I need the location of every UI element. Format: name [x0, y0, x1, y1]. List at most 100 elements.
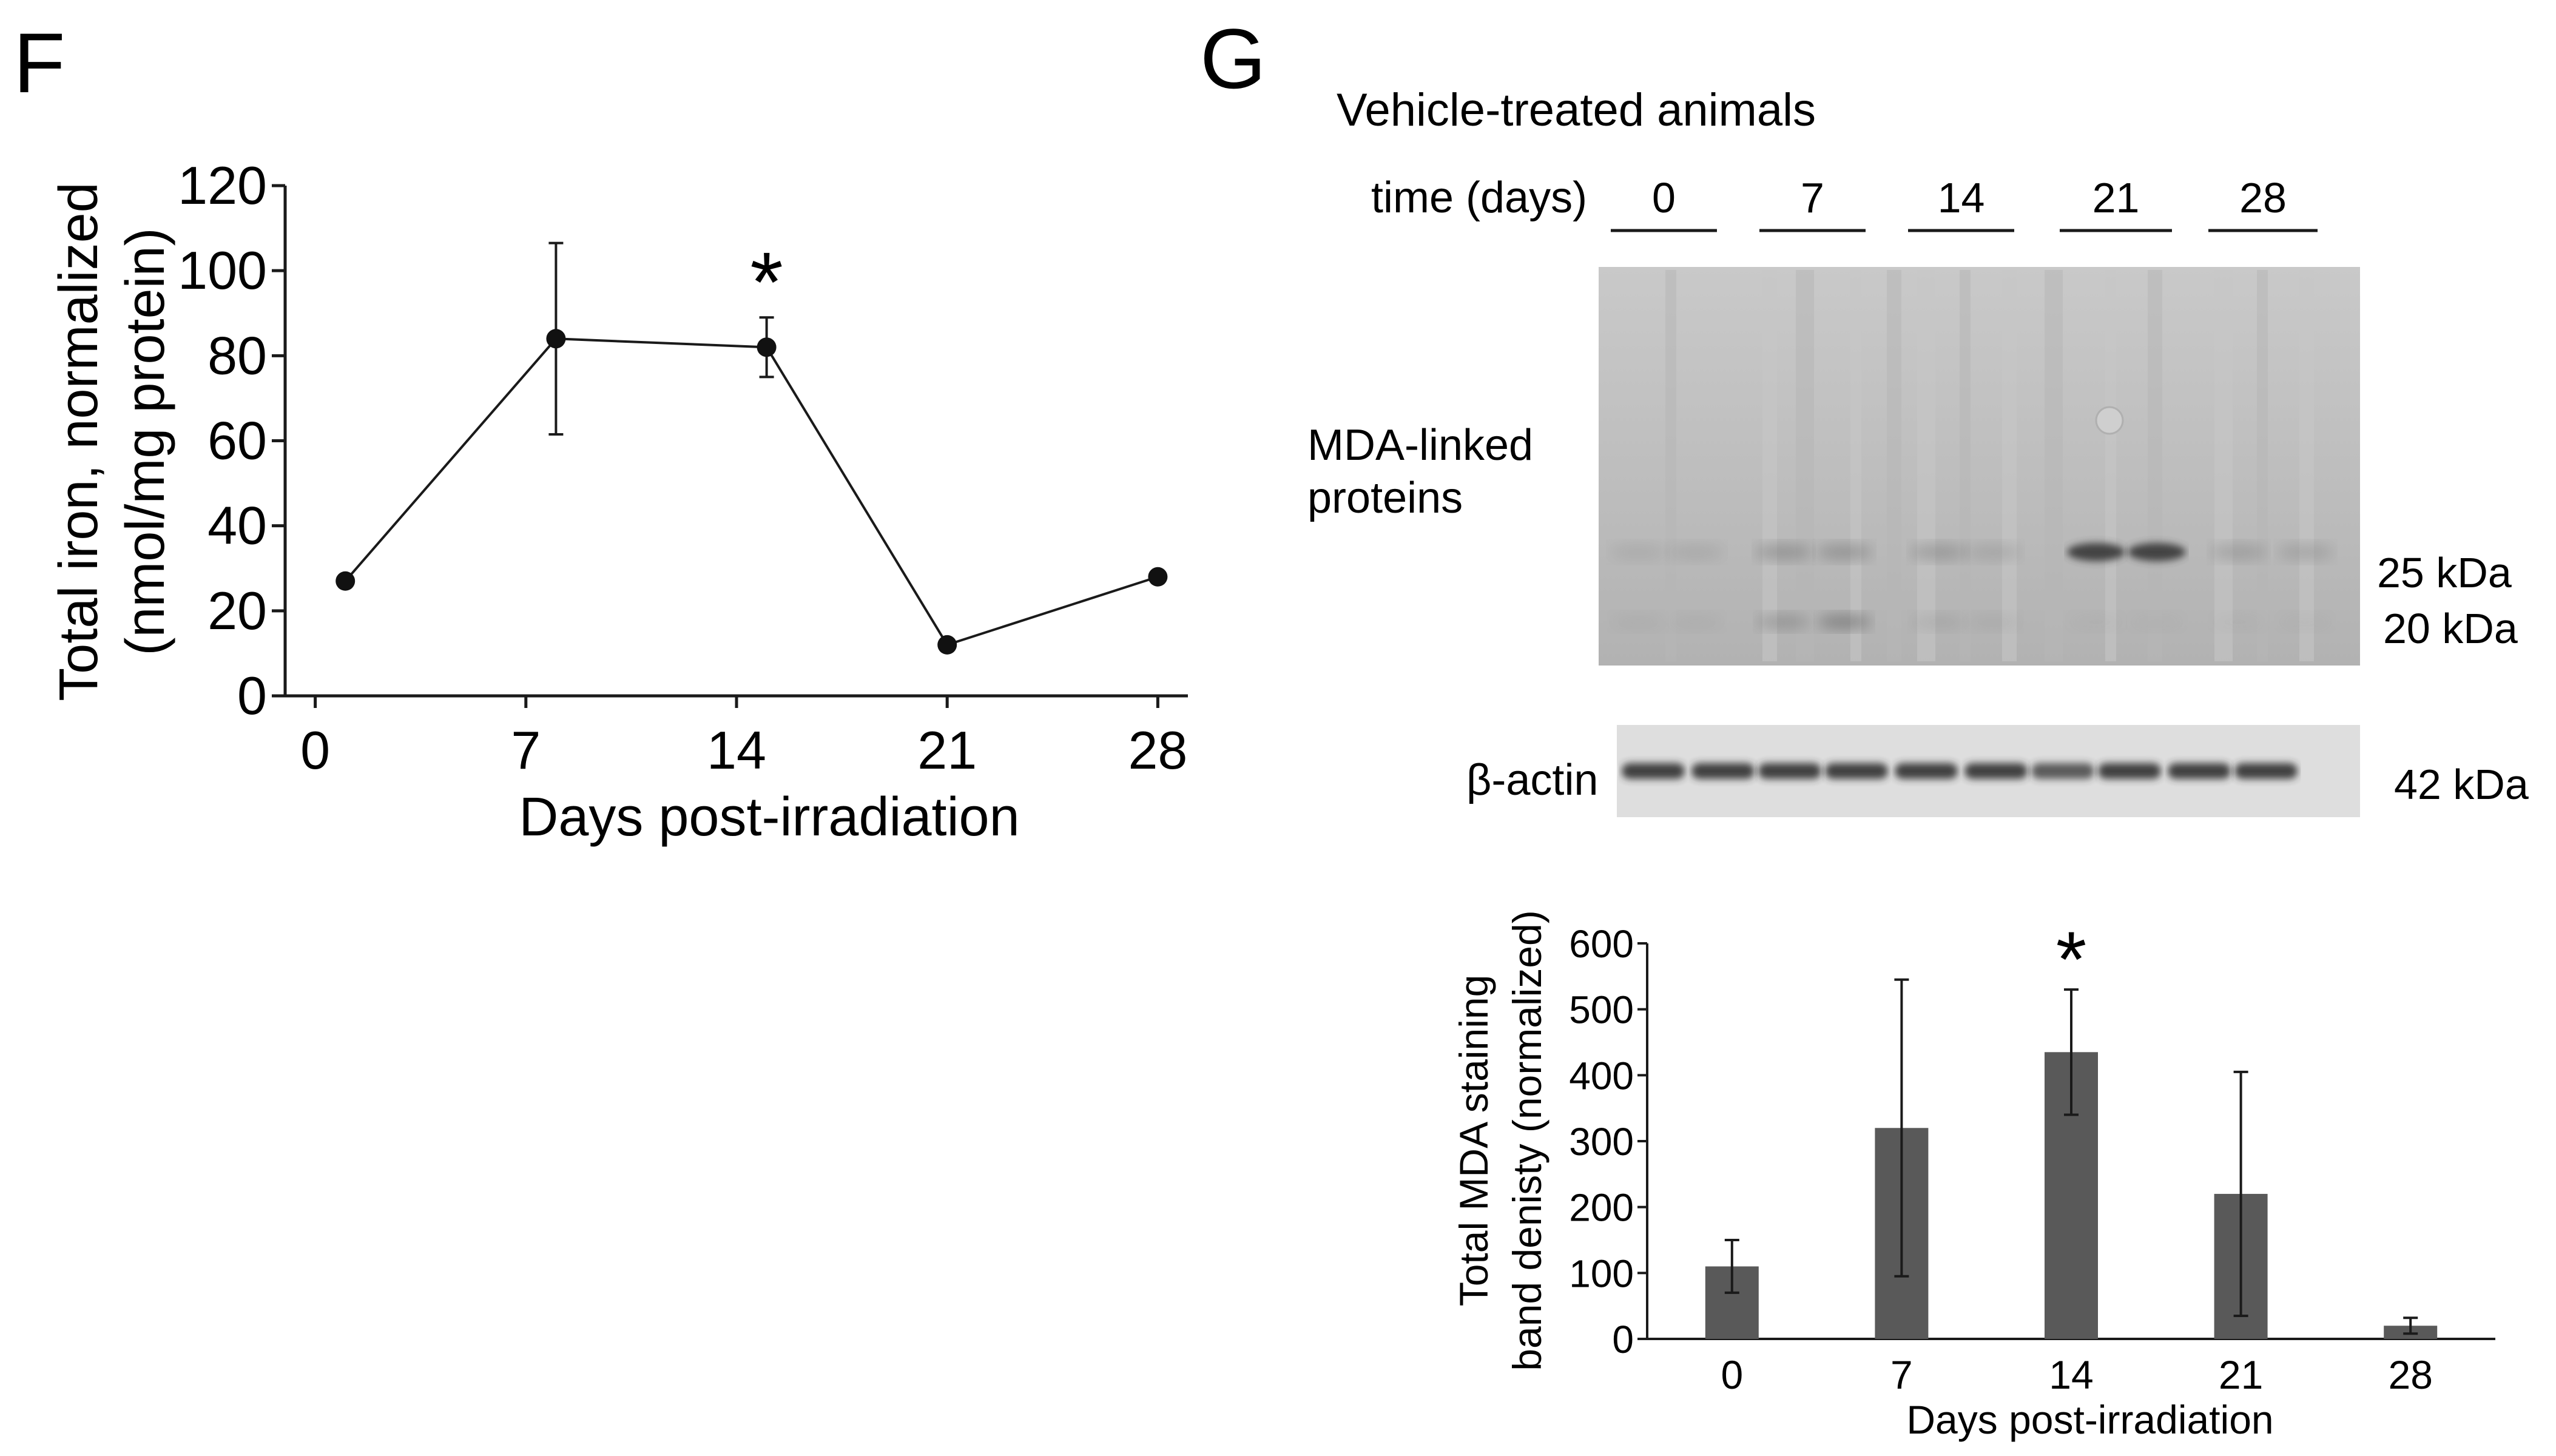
series-segment [946, 575, 1159, 646]
data-point [336, 571, 356, 591]
actin-band [1895, 763, 1958, 779]
time-point-label: 28 [2239, 174, 2287, 221]
band-25kda [2276, 545, 2335, 559]
y-tick-label: 20 [207, 581, 267, 641]
x-tick-label: 0 [300, 720, 330, 780]
lane-streaks [1665, 270, 2314, 661]
y-tick-label: 100 [1569, 1252, 1634, 1295]
band-25kda [2210, 545, 2268, 559]
actin-band [2031, 763, 2094, 779]
x-axis-label: Days post-irradiation [1906, 1397, 2273, 1442]
lane-streak [2148, 270, 2162, 661]
y-tick-label: 200 [1569, 1186, 1634, 1230]
mda-membrane [1599, 267, 2360, 666]
time-groups: 0 7 14 21 28 [1611, 174, 2318, 232]
y-tick-label: 400 [1569, 1054, 1634, 1097]
lane-streak [1960, 270, 1971, 661]
y-axis-label-units: band denisty (normalized) [1505, 910, 1549, 1370]
actin-band [1691, 763, 1755, 779]
actin-label: β-actin [1466, 756, 1598, 804]
y-axis-label: Total MDA staining [1451, 975, 1496, 1307]
panel-f-label: F [13, 15, 66, 110]
x-tick-label: 21 [917, 720, 977, 780]
mda-bands [1609, 543, 2335, 628]
mda-label-line1: MDA-linked [1307, 421, 1533, 470]
band-25kda [1815, 545, 1873, 559]
y-ticks: 0 100 200 300 400 500 600 [1569, 922, 1647, 1361]
band-25kda [1964, 545, 2022, 559]
lane-streak [2257, 270, 2268, 661]
actin-band [1964, 763, 2028, 779]
band-25kda [1755, 545, 1813, 559]
band-20kda [1668, 616, 1724, 628]
series-lines [344, 337, 1159, 646]
band-20kda [1816, 616, 1872, 628]
y-tick-label: 0 [1612, 1318, 1634, 1361]
band-20kda [1610, 616, 1666, 628]
y-tick-label: 300 [1569, 1120, 1634, 1164]
lane-streak [1850, 270, 1861, 661]
data-point [937, 635, 957, 655]
lane-streak [1665, 270, 1676, 661]
group-title: Vehicle-treated animals [1337, 84, 1816, 136]
band-20kda [1910, 616, 1966, 628]
actin-band [2098, 763, 2161, 779]
x-axis-label: Days post-irradiation [519, 787, 1019, 848]
significance-star: * [750, 234, 783, 329]
error-bars [1724, 978, 2418, 1335]
actin-band [2168, 763, 2231, 779]
x-ticks: 0 7 14 21 28 [1721, 1352, 2432, 1397]
y-tick-label: 100 [178, 240, 267, 300]
x-tick-label: 7 [511, 720, 541, 780]
series-segment [344, 337, 557, 582]
band-20kda [2211, 616, 2267, 628]
lane-streak [2214, 270, 2233, 661]
x-tick-label: 21 [2219, 1352, 2263, 1397]
band-25kda [1909, 545, 1968, 559]
actin-band [1622, 763, 1685, 779]
time-point-label: 0 [1652, 174, 1676, 221]
y-axis-label-units: (nmol/mg protein) [115, 228, 176, 655]
data-point [546, 329, 566, 349]
time-label: time (days) [1371, 174, 1587, 222]
lane-streak [2299, 270, 2314, 661]
x-tick-label: 28 [1128, 720, 1187, 780]
band-20kda [2129, 616, 2185, 628]
band-20kda [2068, 616, 2124, 628]
marker-20kda: 20 kDa [2383, 605, 2518, 652]
time-point-label: 14 [1938, 174, 1985, 221]
series-segment [765, 346, 948, 645]
x-tick-label: 28 [2388, 1352, 2432, 1397]
panel-g-label: G [1200, 11, 1266, 106]
data-point [757, 337, 777, 357]
y-tick-label: 40 [207, 496, 267, 556]
marker-42kda: 42 kDa [2394, 761, 2529, 808]
x-tick-label: 7 [1890, 1352, 1913, 1397]
y-tick-label: 80 [207, 325, 267, 385]
lane-streak [1762, 270, 1777, 661]
marker-25kda: 25 kDa [2377, 549, 2512, 596]
data-point [1148, 567, 1168, 587]
band-25kda [1667, 545, 1725, 559]
x-tick-label: 0 [1721, 1352, 1743, 1397]
lane-streak [1796, 270, 1814, 661]
band-20kda [1756, 616, 1812, 628]
actin-band [1758, 763, 1821, 779]
band-25kda [1609, 545, 1667, 559]
significance-star: * [2056, 915, 2087, 1003]
membrane-spot [2095, 406, 2124, 435]
time-point-label: 21 [2092, 174, 2140, 221]
y-axis-label: Total iron, normalized [49, 182, 109, 701]
western-blot: Vehicle-treated animals time (days) 0 7 14… [1307, 84, 2529, 817]
x-ticks: 0 7 14 21 28 [300, 696, 1187, 780]
lane-streak [1917, 270, 1935, 661]
mda-label-line2: proteins [1307, 474, 1463, 522]
mda-bar-chart: 0 100 200 300 400 500 600 0 7 14 21 28 * Days post… [1451, 910, 2495, 1442]
time-point-label: 7 [1801, 174, 1824, 221]
lane-streak [1887, 270, 1901, 661]
band-25kda [2067, 543, 2125, 561]
actin-band [2234, 763, 2298, 779]
actin-band [1825, 763, 1888, 779]
band-25kda [2128, 543, 2186, 561]
